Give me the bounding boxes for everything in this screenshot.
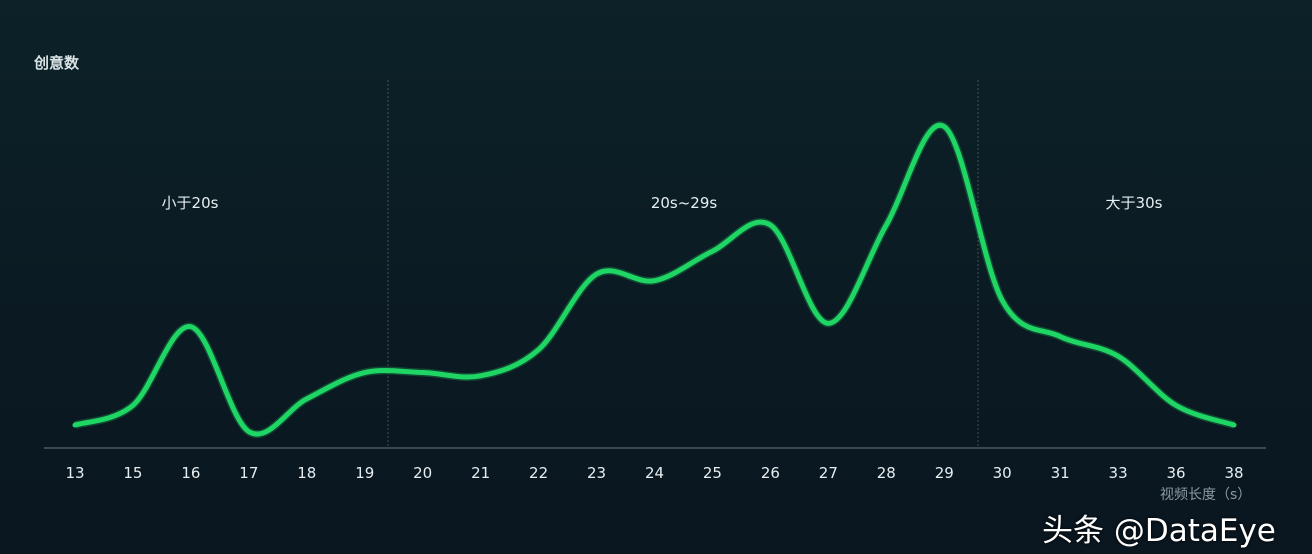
x-tick-label: 19 (355, 464, 374, 482)
x-tick-label: 36 (1167, 464, 1186, 482)
x-tick-label: 24 (645, 464, 664, 482)
x-axis-label: 视频长度（s） (1160, 487, 1252, 503)
x-tick-label: 25 (703, 464, 722, 482)
x-tick-label: 16 (181, 464, 200, 482)
region-label: 20s~29s (651, 194, 718, 212)
x-tick-label: 31 (1051, 464, 1070, 482)
x-tick-label: 28 (877, 464, 896, 482)
region-label: 大于30s (1106, 194, 1163, 212)
series-line (72, 122, 1237, 437)
x-tick-label: 38 (1224, 464, 1243, 482)
x-tick-label: 23 (587, 464, 606, 482)
x-tick-label: 33 (1109, 464, 1128, 482)
x-tick-label: 27 (819, 464, 838, 482)
x-tick-label: 22 (529, 464, 548, 482)
y-axis-label: 创意数 (34, 54, 80, 72)
x-tick-label: 20 (413, 464, 432, 482)
watermark: 头条 @DataEye (1042, 513, 1276, 549)
x-tick-label: 21 (471, 464, 490, 482)
x-tick-label: 15 (123, 464, 142, 482)
x-tick-label: 18 (297, 464, 316, 482)
x-tick-label: 30 (993, 464, 1012, 482)
x-tick-label: 13 (65, 464, 84, 482)
region-label: 小于20s (162, 194, 219, 212)
x-tick-label: 17 (239, 464, 258, 482)
x-tick-label: 26 (761, 464, 780, 482)
x-tick-label: 29 (935, 464, 954, 482)
